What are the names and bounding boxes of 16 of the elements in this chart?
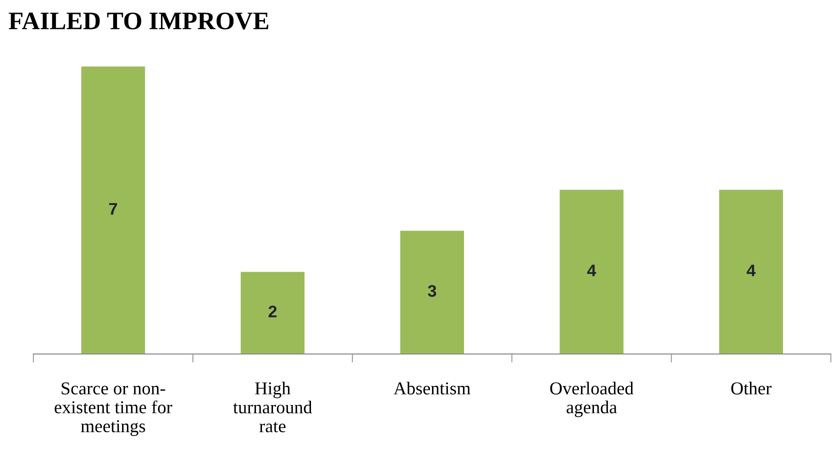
data-label: 7 bbox=[109, 203, 118, 215]
data-label: 2 bbox=[268, 306, 277, 318]
x-tick-label: High turnaround rate bbox=[233, 382, 312, 432]
x-tick-label: Scarce or non- existent time for meetings bbox=[54, 382, 172, 436]
bar bbox=[400, 230, 464, 354]
x-tick-label: Other bbox=[731, 382, 772, 394]
data-label: 4 bbox=[587, 264, 596, 276]
chart-title: FAILED TO IMPROVE bbox=[8, 12, 268, 30]
x-tick-label: Overloaded agenda bbox=[550, 382, 634, 418]
bar bbox=[719, 190, 783, 354]
bar bbox=[81, 66, 146, 354]
data-label: 3 bbox=[428, 285, 436, 297]
bar bbox=[560, 190, 624, 354]
bar bbox=[240, 272, 305, 354]
x-tick-label: Absentism bbox=[394, 382, 470, 394]
data-label: 4 bbox=[746, 264, 756, 276]
